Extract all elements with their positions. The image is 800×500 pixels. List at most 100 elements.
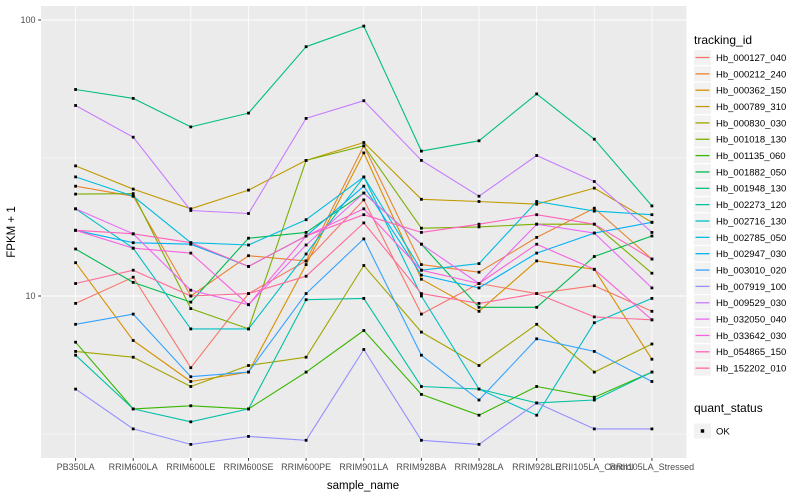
legend-item: Hb_009529_030 [694, 295, 786, 311]
data-point-marker [304, 292, 308, 295]
data-point-marker [592, 209, 596, 213]
legend-item: Hb_152202_010 [694, 360, 786, 376]
data-point-marker [535, 385, 539, 388]
data-point-marker [477, 413, 481, 417]
data-point-marker [535, 236, 539, 239]
data-point-marker [592, 231, 596, 235]
data-point-marker [535, 337, 539, 341]
x-tick-label: RRII105LA_Control [555, 462, 633, 472]
data-point-marker [420, 263, 423, 266]
data-point-marker [304, 159, 308, 162]
legend-item: Hb_001948_130 [694, 180, 786, 196]
legend-title-quant-status: quant_status [694, 401, 763, 415]
data-point-marker [304, 370, 308, 374]
data-point-marker [131, 232, 135, 236]
legend-item-label: Hb_002947_030 [716, 249, 786, 260]
data-point-marker [650, 380, 654, 383]
y-axis-title: FPKM + 1 [6, 206, 18, 257]
data-point-marker [304, 355, 308, 359]
data-point-marker [362, 264, 366, 267]
data-point-marker [189, 207, 193, 211]
data-point-marker [189, 327, 193, 331]
x-tick-label: RRIM928LA [454, 462, 503, 472]
data-point-marker [592, 206, 596, 210]
data-point-marker [189, 251, 193, 255]
legend-item-label: Hb_000212_240 [716, 69, 786, 80]
data-point-marker [650, 297, 654, 300]
data-point-marker [189, 241, 193, 245]
data-point-marker [74, 247, 77, 251]
data-point-marker [74, 282, 77, 285]
data-point-marker [420, 273, 423, 277]
legend-item-label: Hb_002716_130 [716, 216, 786, 227]
data-point-marker [74, 175, 77, 179]
data-point-marker [420, 268, 423, 272]
data-point-marker [189, 443, 193, 446]
legend-item: Hb_002273_120 [694, 197, 786, 213]
legend-item-label: Hb_033642_030 [716, 331, 786, 342]
data-point-marker [420, 277, 423, 281]
data-point-marker [535, 322, 539, 326]
data-point-marker [131, 281, 135, 284]
data-point-marker [592, 137, 596, 141]
data-point-marker [420, 294, 423, 298]
data-point-marker [420, 226, 423, 230]
data-point-marker [420, 231, 423, 234]
data-point-marker [362, 141, 366, 144]
legend-item-label: Hb_032050_040 [716, 315, 786, 326]
data-point-marker [420, 330, 423, 334]
data-point-marker [304, 252, 308, 256]
legend-item: Hb_001135_060 [694, 148, 786, 164]
data-point-marker [74, 184, 77, 188]
x-tick-label: PB350LA [57, 462, 95, 472]
data-point-marker [420, 353, 423, 357]
data-point-marker [592, 315, 596, 319]
data-point-marker [362, 24, 366, 28]
data-point-marker [592, 222, 596, 226]
data-point-marker [650, 220, 654, 224]
data-point-marker [247, 327, 250, 331]
data-point-marker [477, 200, 481, 203]
data-point-marker [535, 401, 539, 405]
x-tick-label: RRIM600SE [223, 462, 273, 472]
data-points [74, 24, 654, 446]
legend-item-label: OK [716, 426, 730, 437]
legend-title-tracking-id: tracking_id [694, 33, 752, 47]
data-point-marker [189, 294, 193, 298]
data-point-marker [535, 251, 539, 255]
legend-item: Hb_032050_040 [694, 311, 786, 327]
data-point-marker [247, 370, 250, 374]
legend-item-label: Hb_054865_150 [716, 347, 786, 358]
data-point-marker [304, 45, 308, 49]
data-point-marker [74, 192, 77, 196]
data-point-marker [477, 387, 481, 391]
data-point-marker [304, 243, 308, 247]
data-point-marker [477, 309, 481, 313]
data-point-marker [650, 286, 654, 290]
legend-item: Hb_000789_310 [694, 99, 786, 115]
data-point-marker [304, 263, 308, 266]
legend-item: Hb_000830_030 [694, 115, 786, 131]
data-point-marker [592, 284, 596, 288]
data-point-marker [247, 243, 250, 247]
legend-item-label: Hb_001018_130 [716, 135, 786, 146]
data-point-marker [420, 438, 423, 442]
data-point-marker [131, 268, 135, 272]
legend-item-label: Hb_001882_050 [716, 167, 786, 178]
data-point-marker [74, 88, 77, 91]
data-point-marker [535, 305, 539, 309]
data-point-marker [362, 237, 366, 241]
data-point-marker [304, 231, 308, 234]
data-point-marker [189, 125, 193, 129]
data-point-marker [420, 242, 423, 246]
data-point-marker [131, 275, 135, 279]
data-point-marker [247, 265, 250, 268]
legend-item: Hb_000212_240 [694, 66, 786, 82]
data-point-marker [477, 364, 481, 367]
data-point-marker [362, 99, 366, 103]
data-point-marker [477, 286, 481, 290]
data-point-marker [362, 348, 366, 351]
data-point-marker [74, 228, 77, 232]
